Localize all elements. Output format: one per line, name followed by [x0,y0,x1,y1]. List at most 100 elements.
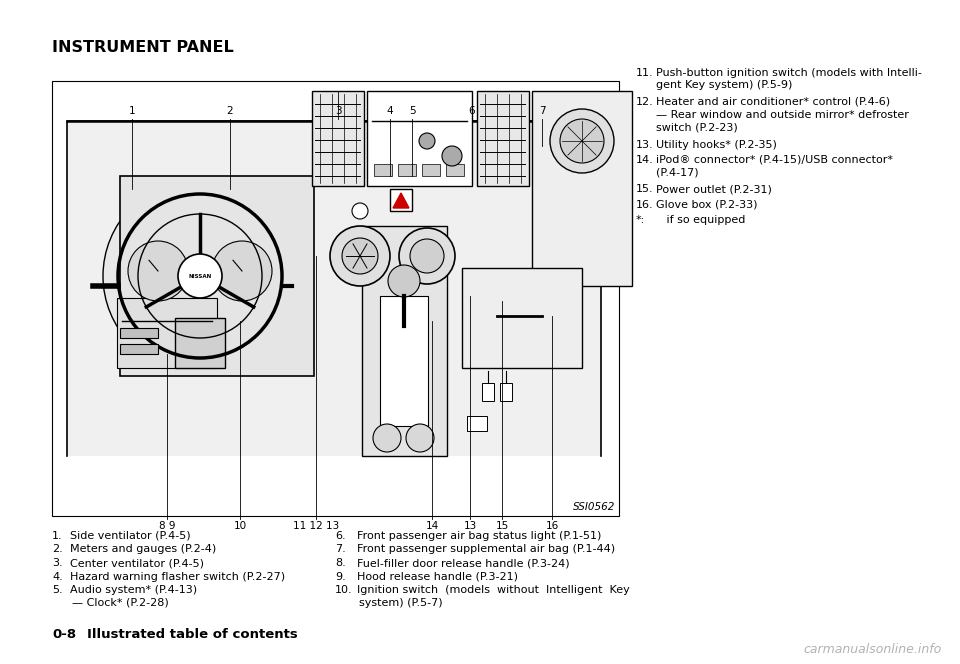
Text: Glove box (P.2-33): Glove box (P.2-33) [656,199,757,210]
Text: 2: 2 [227,106,233,116]
Text: Hood release handle (P.3-21): Hood release handle (P.3-21) [357,572,518,582]
Text: 8.: 8. [335,558,346,568]
Polygon shape [67,121,601,456]
Bar [120,176,314,376]
Text: 3.: 3. [52,558,62,568]
Text: 1.: 1. [52,531,62,541]
Text: 11 12 13: 11 12 13 [293,521,339,531]
Text: 10.: 10. [335,585,352,595]
Circle shape [419,133,435,149]
Text: system) (P.5-7): system) (P.5-7) [359,598,443,608]
Text: 5.: 5. [52,585,62,595]
Circle shape [406,424,434,452]
Text: gent Key system) (P.5-9): gent Key system) (P.5-9) [656,80,792,90]
Text: 1: 1 [129,106,135,116]
Circle shape [410,239,444,273]
Text: Utility hooks* (P.2-35): Utility hooks* (P.2-35) [656,139,777,149]
Bar [52,81,619,516]
Text: 11.: 11. [636,68,654,78]
Text: 4.: 4. [52,572,62,582]
Ellipse shape [103,179,297,373]
Bar [446,164,464,176]
Text: 7.: 7. [335,544,346,554]
Text: 16: 16 [545,521,559,531]
Bar [175,318,225,368]
Text: Illustrated table of contents: Illustrated table of contents [87,628,298,641]
Circle shape [577,141,587,151]
Text: 8 9: 8 9 [158,521,176,531]
Text: 13.: 13. [636,139,654,149]
Bar [482,383,494,401]
Bar [117,298,217,368]
Bar [422,164,440,176]
Text: NISSAN: NISSAN [188,274,211,278]
Circle shape [560,119,604,163]
Circle shape [212,241,272,301]
Text: 10: 10 [233,521,247,531]
Text: 7: 7 [539,106,545,116]
Text: iPod® connector* (P.4-15)/USB connector*: iPod® connector* (P.4-15)/USB connector* [656,155,893,165]
Text: Hazard warning flasher switch (P.2-27): Hazard warning flasher switch (P.2-27) [70,572,285,582]
Circle shape [550,109,614,173]
Circle shape [330,226,390,286]
Text: Push-button ignition switch (models with Intelli-: Push-button ignition switch (models with… [656,68,922,78]
Bar [462,268,582,368]
Bar [120,344,158,354]
Circle shape [128,241,188,301]
Text: if so equipped: if so equipped [656,215,745,225]
Text: 12.: 12. [636,97,654,107]
Text: 15.: 15. [636,184,654,194]
Bar [532,91,632,286]
Bar [477,91,529,186]
Text: 6: 6 [468,106,475,116]
Text: — Rear window and outside mirror* defroster: — Rear window and outside mirror* defros… [656,110,909,120]
Bar [367,91,472,186]
Bar [390,189,412,211]
Text: 15: 15 [495,521,509,531]
Text: 3: 3 [335,106,342,116]
Text: 2.: 2. [52,544,62,554]
Text: Power outlet (P.2-31): Power outlet (P.2-31) [656,184,772,194]
Bar [120,328,158,338]
Text: SSI0562: SSI0562 [572,502,615,512]
Bar [380,296,428,426]
Text: INSTRUMENT PANEL: INSTRUMENT PANEL [52,40,233,55]
Polygon shape [393,193,409,208]
Text: 16.: 16. [636,199,654,210]
Circle shape [342,238,378,274]
Text: Heater and air conditioner* control (P.4-6): Heater and air conditioner* control (P.4… [656,97,890,107]
Bar [398,164,416,176]
Text: Center ventilator (P.4-5): Center ventilator (P.4-5) [70,558,204,568]
Text: *:: *: [636,215,645,225]
Bar [374,164,392,176]
Circle shape [178,254,222,298]
Text: carmanualsonline.info: carmanualsonline.info [804,643,942,656]
Text: (P.4-17): (P.4-17) [656,167,699,177]
Circle shape [388,265,420,297]
Bar [312,91,364,186]
Text: Front passenger supplemental air bag (P.1-44): Front passenger supplemental air bag (P.… [357,544,615,554]
Text: 14: 14 [425,521,439,531]
Bar [467,416,487,431]
Text: Front passenger air bag status light (P.1-51): Front passenger air bag status light (P.… [357,531,601,541]
Text: 5: 5 [409,106,416,116]
Text: switch (P.2-23): switch (P.2-23) [656,123,737,133]
Text: Fuel-filler door release handle (P.3-24): Fuel-filler door release handle (P.3-24) [357,558,569,568]
Circle shape [373,424,401,452]
Text: 14.: 14. [636,155,654,165]
Circle shape [399,228,455,284]
Bar [500,383,512,401]
Text: 13: 13 [464,521,476,531]
Text: Meters and gauges (P.2-4): Meters and gauges (P.2-4) [70,544,216,554]
Text: Audio system* (P.4-13): Audio system* (P.4-13) [70,585,197,595]
Text: 9.: 9. [335,572,346,582]
Text: Ignition switch  (models  without  Intelligent  Key: Ignition switch (models without Intellig… [357,585,630,595]
Circle shape [442,146,462,166]
Text: 6.: 6. [335,531,346,541]
Text: — Clock* (P.2-28): — Clock* (P.2-28) [72,598,169,608]
Text: 4: 4 [387,106,394,116]
Bar [362,226,447,456]
Text: Side ventilator (P.4-5): Side ventilator (P.4-5) [70,531,191,541]
Circle shape [352,203,368,219]
Text: 0-8: 0-8 [52,628,76,641]
